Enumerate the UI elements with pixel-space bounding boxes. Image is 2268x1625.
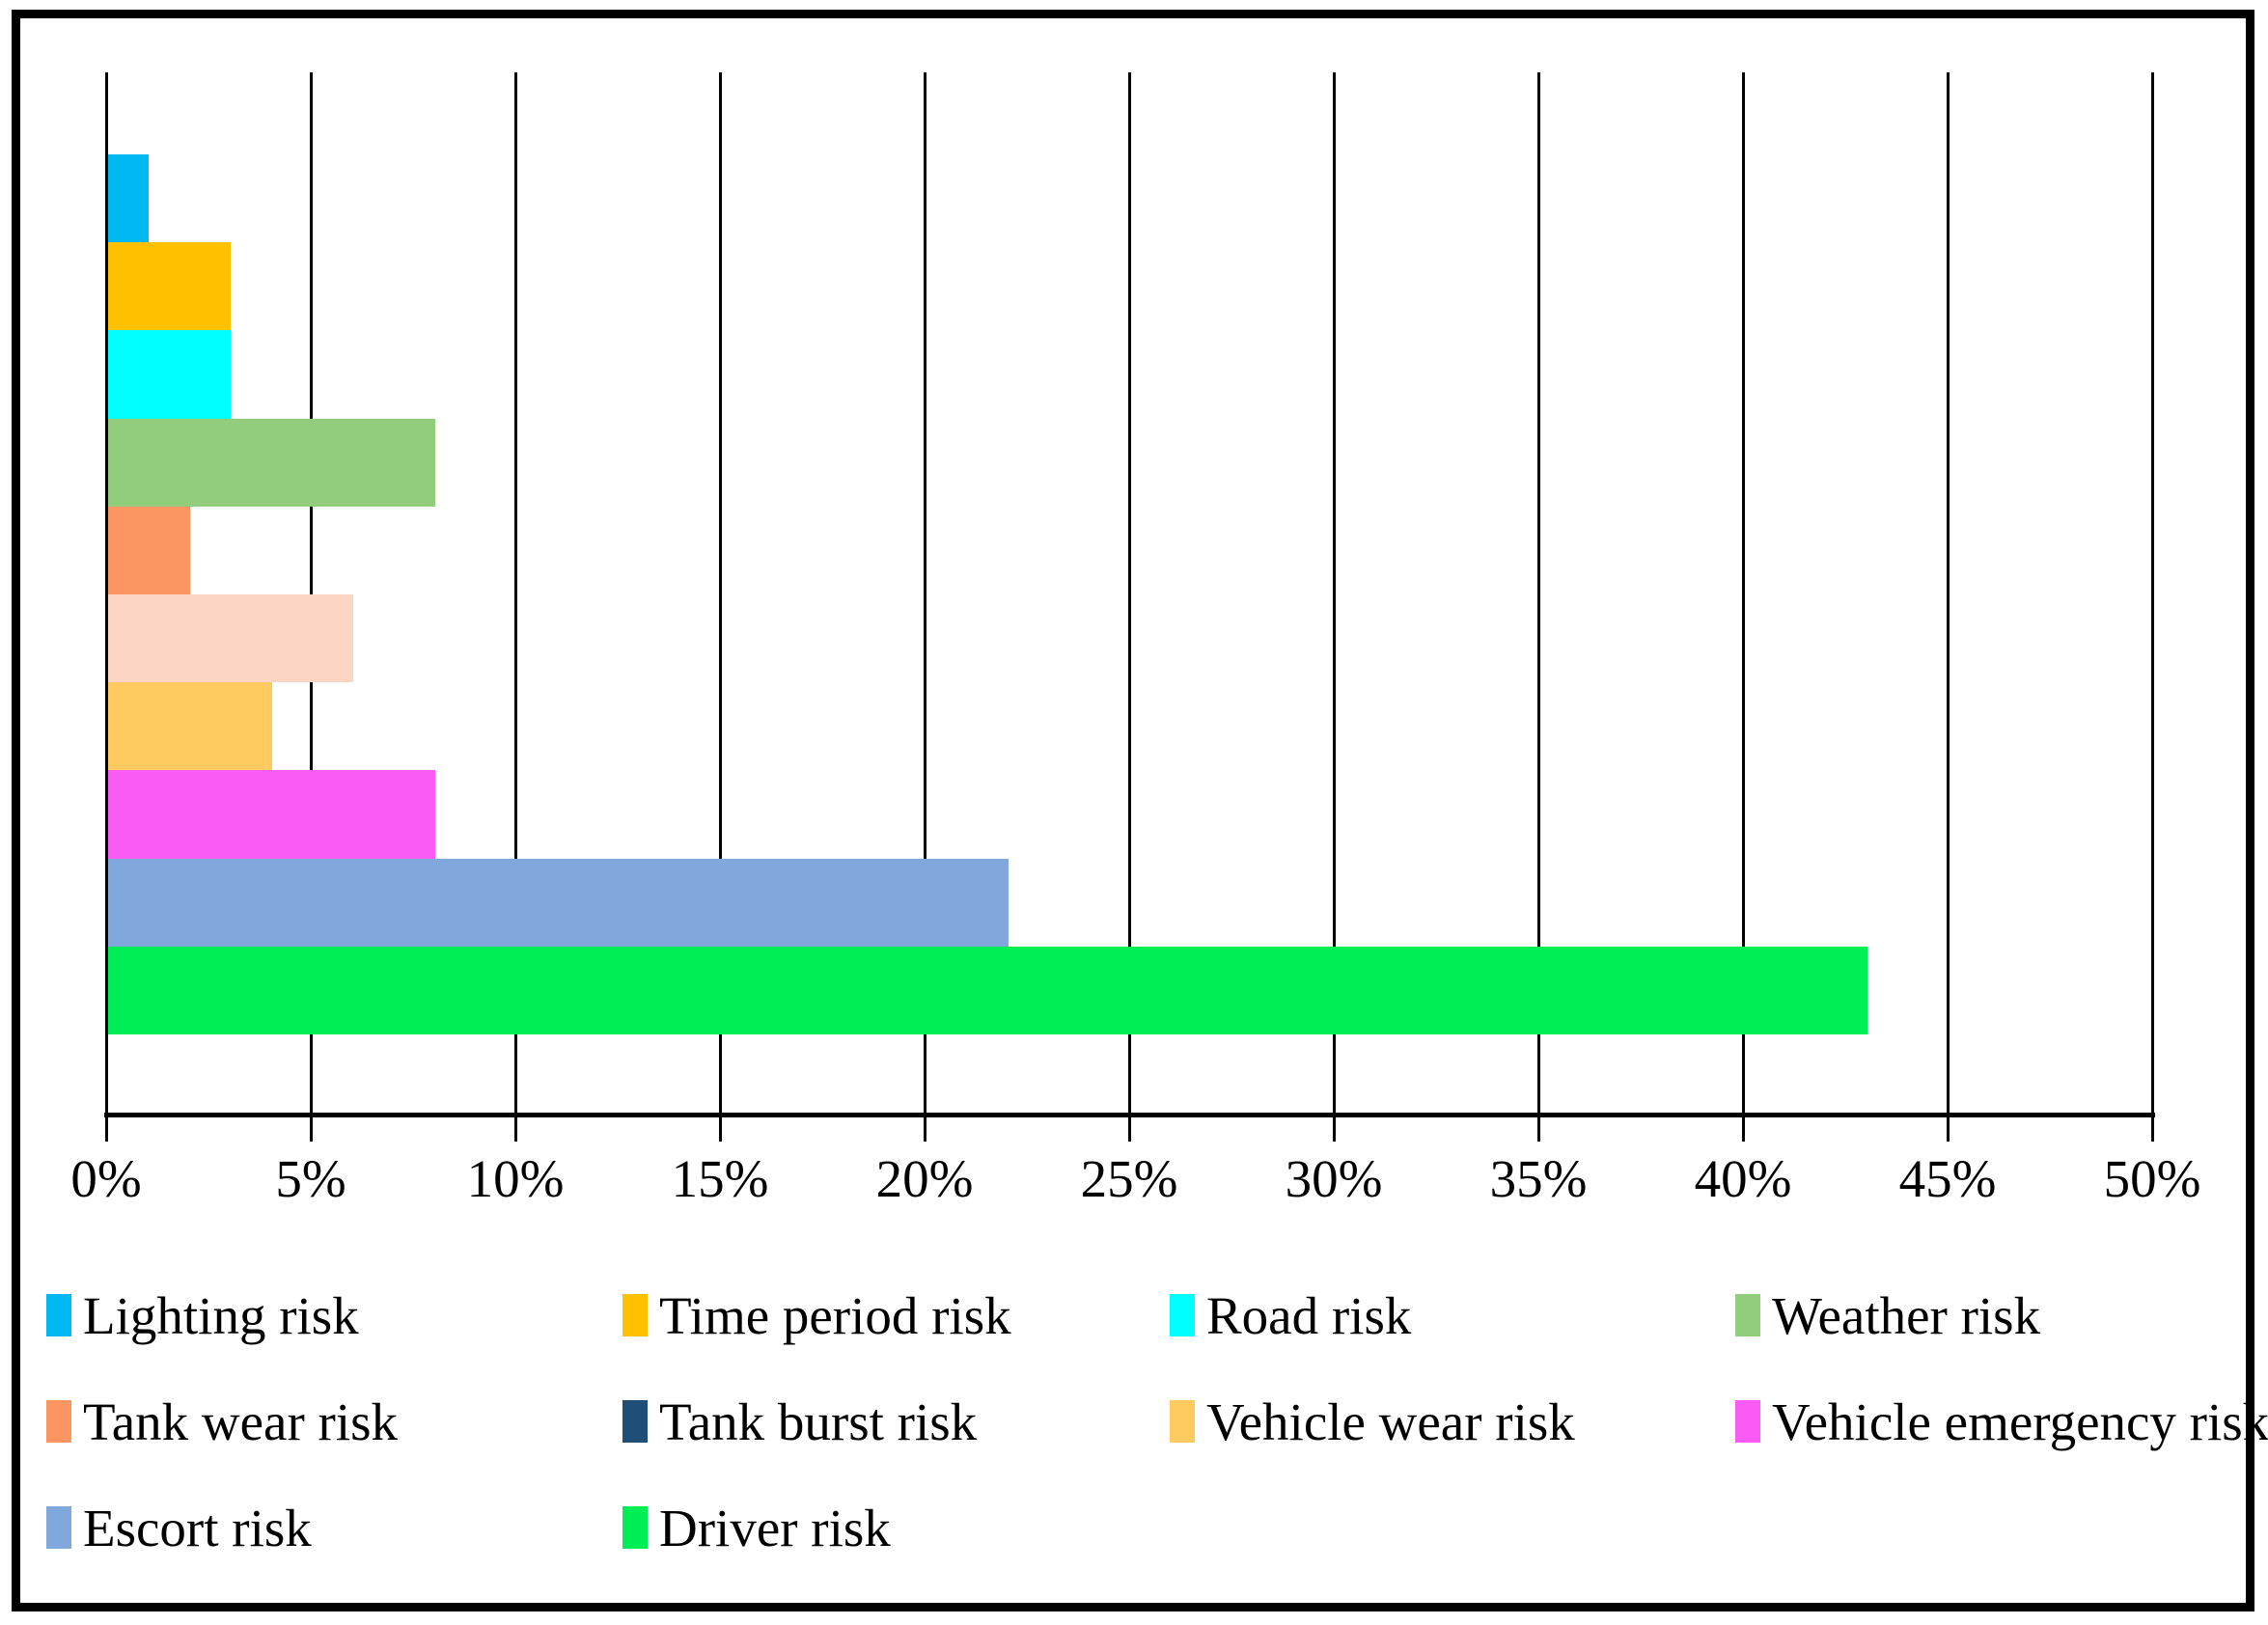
x-tick-label-50-: 50% (2103, 1149, 2201, 1208)
legend-item-driver-risk: Driver risk (622, 1495, 891, 1560)
legend-label-weather-risk: Weather risk (1772, 1285, 2041, 1345)
gridline-50- (2150, 72, 2154, 1113)
legend-item-time-period-risk: Time period risk (622, 1282, 1011, 1348)
x-tick-label-10-: 10% (466, 1149, 565, 1208)
legend-swatch-vehicle-wear-risk (1170, 1400, 1195, 1443)
legend-item-vehicle-wear-risk: Vehicle wear risk (1170, 1389, 1575, 1454)
legend-swatch-weather-risk (1735, 1294, 1760, 1336)
legend-label-tank-wear-risk: Tank wear risk (83, 1391, 399, 1451)
figure-border (12, 10, 2254, 1611)
bar-vehicle-wear-risk (108, 682, 272, 771)
gridline-5- (309, 72, 313, 1113)
bar-time-period-risk (108, 242, 232, 331)
legend-swatch-lighting-risk (46, 1294, 71, 1336)
legend-label-road-risk: Road risk (1206, 1285, 1412, 1345)
tick-mark-35- (1536, 1113, 1540, 1142)
gridline-25- (1127, 72, 1131, 1113)
bar-road-risk (108, 330, 232, 419)
legend-label-vehicle-emergency-risk: Vehicle emergency risk (1772, 1391, 2268, 1451)
bar-driver-risk (108, 946, 1868, 1034)
x-axis-line (104, 1113, 2155, 1117)
gridline-15- (718, 72, 722, 1113)
x-tick-label-0-: 0% (70, 1149, 142, 1208)
bar-vehicle-emergency-risk (108, 770, 436, 859)
legend-swatch-tank-burst-risk (622, 1400, 648, 1443)
gridline-45- (1946, 72, 1950, 1113)
x-tick-label-30-: 30% (1285, 1149, 1383, 1208)
bar-weather-risk (108, 418, 436, 507)
legend-item-escort-risk: Escort risk (46, 1495, 312, 1560)
legend-label-lighting-risk: Lighting risk (83, 1285, 359, 1345)
x-tick-label-5-: 5% (275, 1149, 346, 1208)
x-tick-label-25-: 25% (1080, 1149, 1178, 1208)
legend-swatch-time-period-risk (622, 1294, 648, 1336)
legend-swatch-vehicle-emergency-risk (1735, 1400, 1760, 1443)
x-tick-label-20-: 20% (875, 1149, 974, 1208)
gridline-30- (1332, 72, 1336, 1113)
legend-item-lighting-risk: Lighting risk (46, 1282, 359, 1348)
gridline-40- (1741, 72, 1745, 1113)
tick-mark-25- (1127, 1113, 1131, 1142)
bar-escort-risk (108, 858, 1009, 947)
gridline-10- (513, 72, 517, 1113)
legend-label-tank-burst-risk: Tank burst risk (659, 1391, 978, 1451)
legend-label-time-period-risk: Time period risk (659, 1285, 1011, 1345)
legend-item-vehicle-emergency-risk: Vehicle emergency risk (1735, 1389, 2268, 1454)
tick-mark-50- (2150, 1113, 2154, 1142)
legend-label-escort-risk: Escort risk (83, 1498, 312, 1557)
bar-lighting-risk (108, 154, 150, 243)
bar-tank-wear-risk (108, 506, 190, 594)
x-tick-label-40-: 40% (1694, 1149, 1792, 1208)
tick-mark-30- (1332, 1113, 1336, 1142)
legend-label-vehicle-wear-risk: Vehicle wear risk (1206, 1391, 1575, 1451)
legend-swatch-road-risk (1170, 1294, 1195, 1336)
legend-swatch-driver-risk (622, 1506, 648, 1549)
gridline-0- (104, 72, 108, 1113)
tick-mark-5- (309, 1113, 313, 1142)
tick-mark-0- (104, 1113, 108, 1142)
legend-item-tank-burst-risk: Tank burst risk (622, 1389, 977, 1454)
x-tick-label-35-: 35% (1489, 1149, 1588, 1208)
legend-item-tank-wear-risk: Tank wear risk (46, 1389, 398, 1454)
tick-mark-10- (513, 1113, 517, 1142)
legend-label-driver-risk: Driver risk (659, 1498, 891, 1557)
legend-item-road-risk: Road risk (1170, 1282, 1411, 1348)
bar-tank-burst-risk (108, 594, 354, 683)
tick-mark-40- (1741, 1113, 1745, 1142)
x-tick-label-45-: 45% (1898, 1149, 1997, 1208)
x-tick-label-15-: 15% (671, 1149, 769, 1208)
tick-mark-15- (718, 1113, 722, 1142)
tick-mark-45- (1946, 1113, 1950, 1142)
legend-swatch-tank-wear-risk (46, 1400, 71, 1443)
gridline-35- (1536, 72, 1540, 1113)
gridline-20- (923, 72, 927, 1113)
legend-swatch-escort-risk (46, 1506, 71, 1549)
legend-item-weather-risk: Weather risk (1735, 1282, 2040, 1348)
tick-mark-20- (923, 1113, 927, 1142)
